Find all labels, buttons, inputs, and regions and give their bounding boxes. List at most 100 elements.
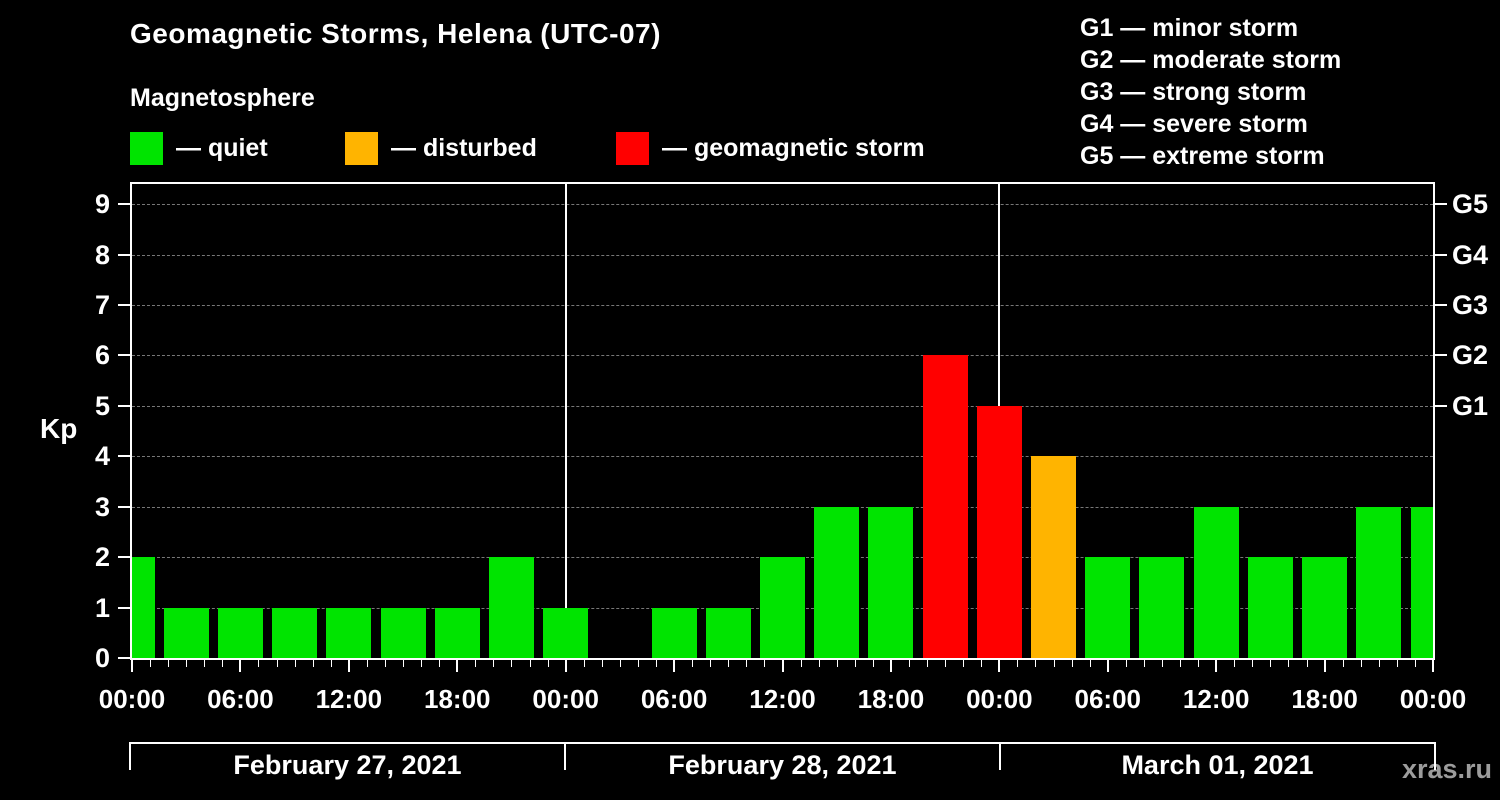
kp-bar	[1302, 557, 1348, 658]
g-axis-label: G1	[1452, 390, 1489, 421]
x-axis-minor-tick	[963, 660, 965, 667]
x-axis-minor-tick	[945, 660, 947, 667]
x-axis-label: 06:00	[1074, 684, 1142, 714]
kp-bar	[163, 607, 209, 658]
y-axis-label: 2	[94, 542, 110, 573]
x-axis-label: 12:00	[315, 684, 383, 714]
kp-bar	[814, 506, 860, 658]
y-axis-tick	[118, 203, 130, 206]
kp-bar	[922, 355, 968, 658]
storm-label: — geomagnetic storm	[662, 133, 925, 162]
y-axis-label: 9	[94, 189, 110, 220]
x-axis-tick	[239, 660, 242, 672]
x-axis-minor-tick	[1396, 660, 1398, 667]
x-axis-minor-tick	[1089, 660, 1091, 667]
x-axis-label: 18:00	[424, 684, 491, 714]
g-scale-legend: G1 — minor storm G2 — moderate storm G3 …	[1080, 12, 1341, 172]
x-axis-minor-tick	[854, 660, 856, 667]
y-axis-tick	[118, 556, 130, 559]
x-axis-minor-tick	[927, 660, 929, 667]
x-axis-minor-tick	[1360, 660, 1362, 667]
x-axis-minor-tick	[872, 660, 874, 667]
y-axis-label: 1	[94, 592, 110, 623]
date-axis-line	[130, 742, 1435, 744]
kp-bar	[132, 557, 155, 658]
x-axis-minor-tick	[222, 660, 224, 667]
watermark-xras: xras.ru	[1401, 754, 1492, 784]
x-axis-minor-tick	[908, 660, 910, 667]
g-axis-label: G5	[1452, 189, 1489, 220]
disturbed-label: — disturbed	[391, 133, 537, 162]
kp-bar	[651, 607, 697, 658]
g-axis-label: G4	[1452, 239, 1489, 270]
date-label: February 27, 2021	[233, 750, 462, 780]
x-axis-tick	[1215, 660, 1218, 672]
x-axis-minor-tick	[637, 660, 639, 667]
g1-legend-line: G1 — minor storm	[1080, 14, 1299, 42]
day-separator-line	[564, 184, 567, 658]
page-title: Geomagnetic Storms, Helena (UTC-07)	[130, 18, 661, 49]
legend-item-disturbed: — disturbed	[345, 131, 537, 165]
x-axis-label: 06:00	[640, 684, 708, 714]
kp-bar	[976, 405, 1022, 658]
x-axis-minor-tick	[601, 660, 603, 667]
g-axis-label: G2	[1452, 340, 1489, 371]
x-axis-label: 00:00	[966, 684, 1033, 714]
x-axis-minor-tick	[421, 660, 423, 667]
y-axis-label: 0	[94, 643, 110, 673]
kp-bar	[326, 607, 372, 658]
x-axis-label: 18:00	[1291, 684, 1358, 714]
x-axis-minor-tick	[746, 660, 748, 667]
magnetosphere-label: Magnetosphere	[130, 84, 315, 112]
date-label: February 28, 2021	[668, 750, 897, 780]
y-axis-tick	[118, 354, 130, 357]
x-axis-minor-tick	[529, 660, 531, 667]
kp-gridline	[132, 305, 1433, 307]
kp-bar	[1085, 557, 1131, 658]
x-axis-minor-tick	[728, 660, 730, 667]
x-axis-minor-tick	[1180, 660, 1182, 667]
kp-bar	[1410, 506, 1433, 658]
x-axis-minor-tick	[204, 660, 206, 667]
x-axis-minor-tick	[1252, 660, 1254, 667]
x-axis-minor-tick	[583, 660, 585, 667]
x-axis-tick	[456, 660, 459, 672]
x-axis-minor-tick	[1017, 660, 1019, 667]
y-axis-tick	[118, 253, 130, 256]
y-axis-label: 7	[94, 290, 110, 321]
y-axis-tick	[118, 455, 130, 458]
kp-bar	[1031, 456, 1077, 658]
g3-legend-line: G3 — strong storm	[1080, 78, 1307, 106]
x-axis-minor-tick	[1270, 660, 1272, 667]
x-axis-minor-tick	[366, 660, 368, 667]
g-axis-tick	[1435, 253, 1447, 256]
x-axis-minor-tick	[312, 660, 314, 667]
kp-bar	[488, 557, 534, 658]
kp-bar	[543, 607, 589, 658]
kp-bar	[1247, 557, 1293, 658]
x-axis-minor-tick	[1342, 660, 1344, 667]
kp-bar	[868, 506, 914, 658]
y-axis-label: 5	[94, 390, 110, 421]
y-axis-tick	[118, 606, 130, 609]
kp-gridline	[132, 355, 1433, 357]
date-label: March 01, 2021	[1121, 750, 1314, 780]
x-axis-minor-tick	[294, 660, 296, 667]
x-axis-minor-tick	[1035, 660, 1037, 667]
y-axis-tick	[118, 404, 130, 407]
x-axis-tick	[1106, 660, 1109, 672]
kp-bar	[1193, 506, 1239, 658]
x-axis-minor-tick	[619, 660, 621, 667]
date-axis-tick	[564, 742, 566, 770]
x-axis-minor-tick	[1306, 660, 1308, 667]
x-axis-tick	[889, 660, 892, 672]
x-axis-minor-tick	[692, 660, 694, 667]
g-axis-label: G3	[1452, 290, 1489, 321]
x-axis-tick	[781, 660, 784, 672]
x-axis-tick	[1432, 660, 1434, 672]
kp-bar	[380, 607, 426, 658]
kp-gridline	[132, 204, 1433, 206]
kp-bar	[217, 607, 263, 658]
x-axis-label: 00:00	[532, 684, 599, 714]
